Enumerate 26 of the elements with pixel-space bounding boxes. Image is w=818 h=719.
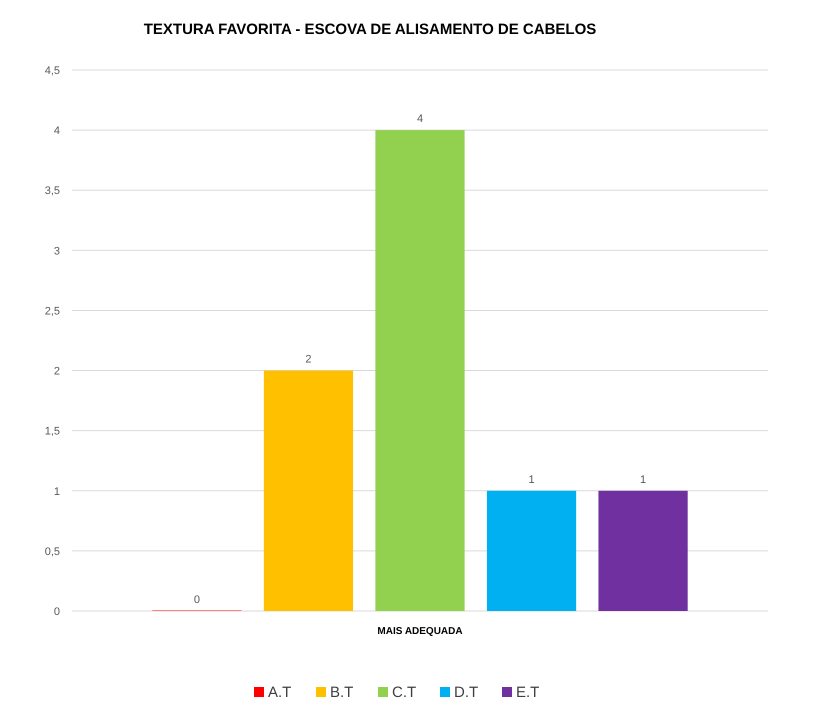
- y-tick-label: 4: [54, 125, 60, 138]
- data-label: 4: [416, 113, 424, 126]
- y-tick-label: 2,5: [44, 305, 60, 318]
- y-tick-label: 1,5: [44, 426, 60, 438]
- y-tick-label: 0: [54, 606, 60, 618]
- y-tick-label: 3,5: [44, 185, 60, 198]
- x-tick-label: MAIS ADEQUADA: [377, 626, 463, 637]
- y-tick-label: 0,5: [44, 546, 60, 558]
- legend-label: C.T: [392, 684, 416, 701]
- legend-label: B.T: [330, 684, 354, 701]
- y-tick-label: 1: [54, 486, 60, 498]
- y-tick-label: 3: [54, 245, 60, 258]
- data-label: 0: [194, 594, 200, 606]
- chart-title: TEXTURA FAVORITA - ESCOVA DE ALISAMENTO DE CABELOS: [144, 21, 596, 38]
- bar: [486, 490, 576, 611]
- data-label: 1: [528, 474, 535, 486]
- data-label: 2: [305, 354, 312, 366]
- bar: [598, 490, 688, 611]
- bar: [375, 130, 465, 611]
- y-tick-label: 4,5: [44, 65, 60, 77]
- bar: [264, 370, 354, 611]
- legend-label: D.T: [454, 684, 478, 701]
- legend-label: E.T: [516, 684, 540, 701]
- legend-label: A.T: [268, 684, 292, 701]
- data-label: 1: [640, 474, 646, 486]
- y-tick-label: 2: [54, 366, 60, 378]
